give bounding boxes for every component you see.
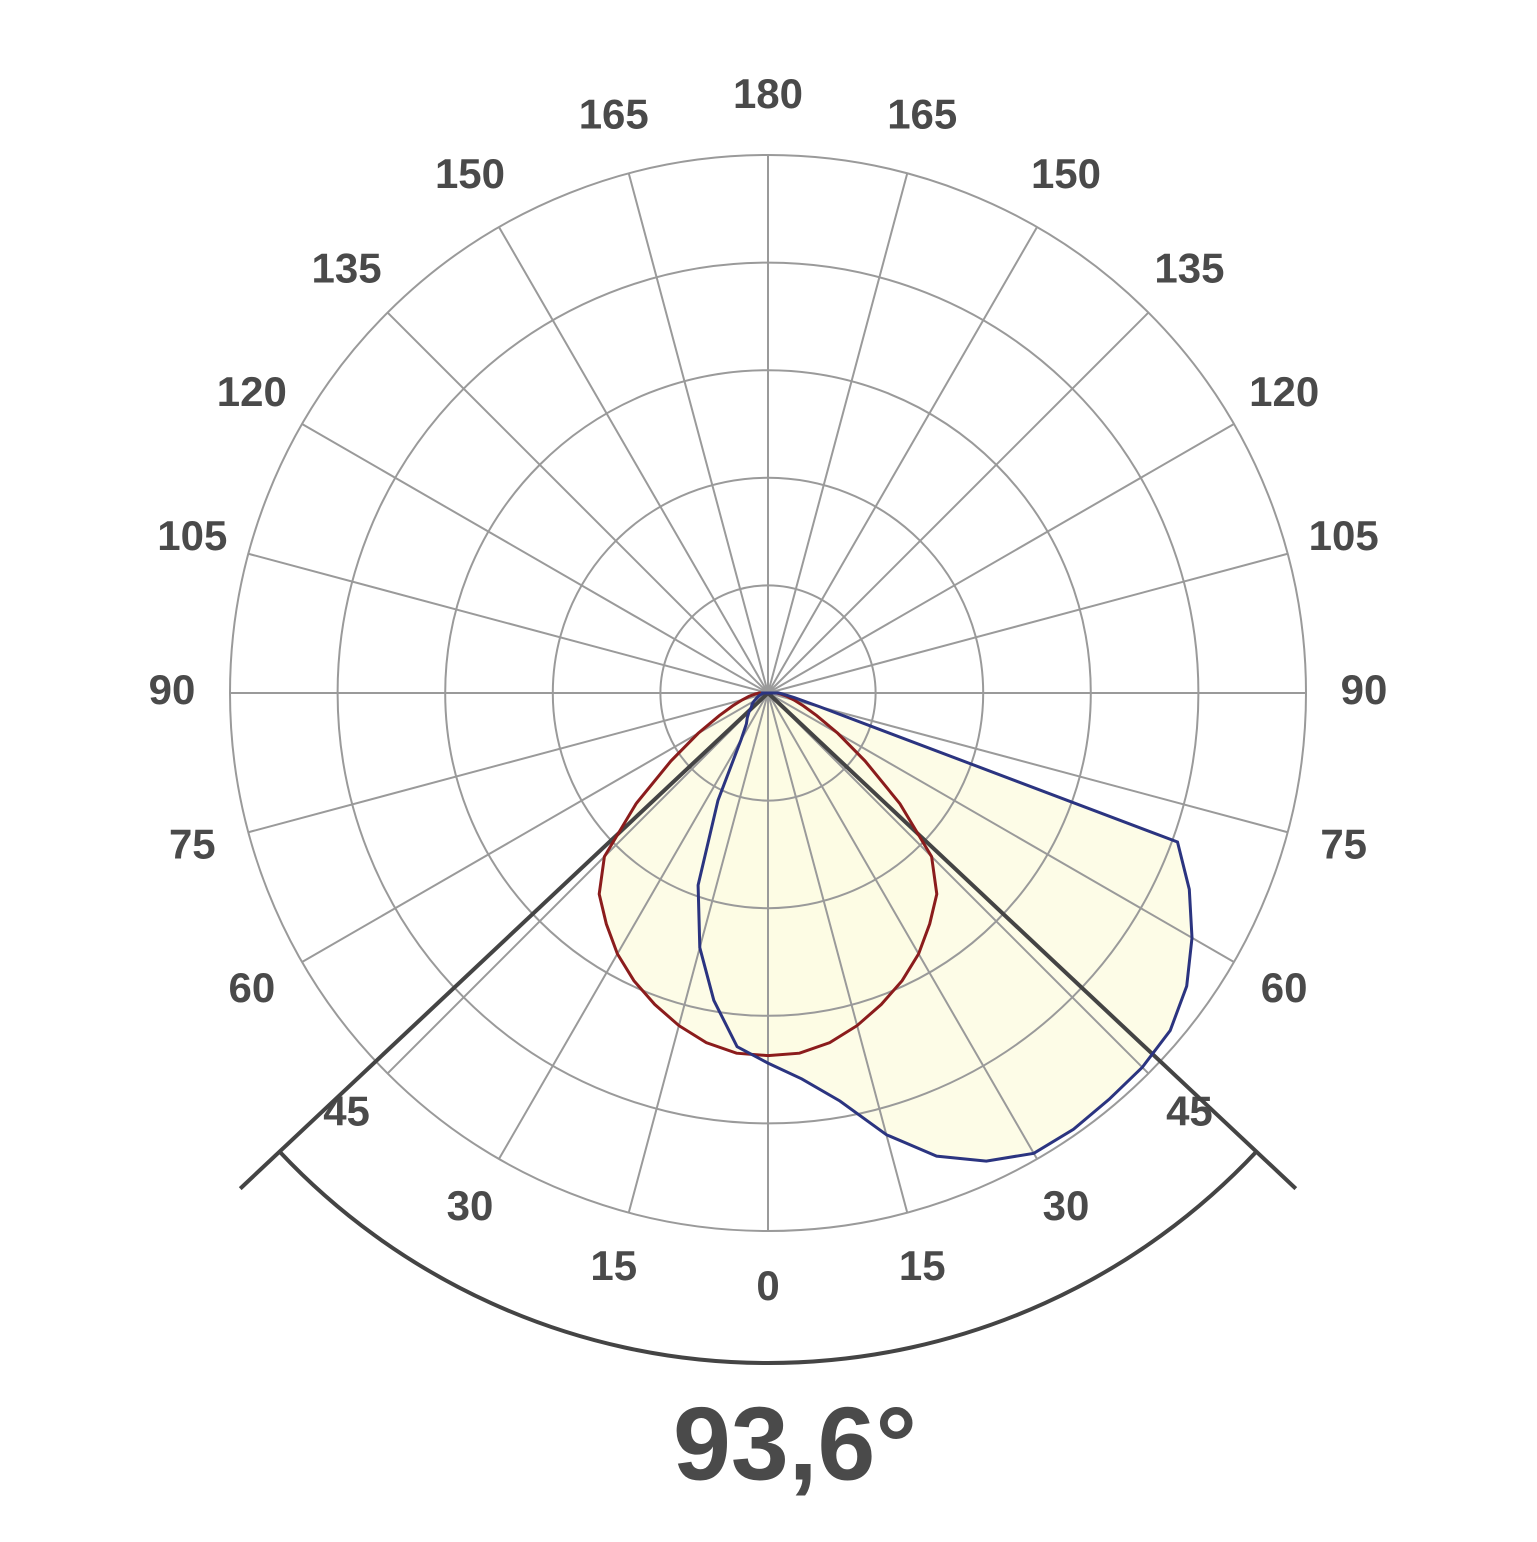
angle-label: 180 (733, 70, 803, 117)
intensity-curve (597, 691, 939, 1058)
grid-spoke (498, 692, 769, 1160)
angle-label: 165 (579, 90, 649, 137)
angle-label: 90 (149, 666, 196, 713)
angle-label: 90 (1341, 666, 1388, 713)
angle-label: 45 (1166, 1088, 1213, 1135)
angle-label: 0 (756, 1262, 779, 1309)
grid-spoke (301, 692, 769, 963)
grid-spoke (767, 552, 1288, 694)
grid-spoke (767, 423, 1235, 694)
angle-label: 120 (217, 368, 287, 415)
beam-line (238, 691, 770, 1191)
grid-spoke (767, 226, 1038, 694)
angle-label: 135 (1154, 245, 1224, 292)
grid-spoke (767, 311, 1150, 694)
grid-spoke (627, 173, 769, 694)
beam-line (766, 691, 1298, 1191)
angle-label: 105 (157, 512, 227, 559)
angle-label: 30 (1043, 1182, 1090, 1229)
angle-label: 165 (887, 90, 957, 137)
grid-spoke (386, 311, 769, 694)
angle-label: 135 (312, 245, 382, 292)
beam-arc (278, 1150, 1258, 1365)
angle-label: 60 (228, 964, 275, 1011)
angle-label: 120 (1249, 368, 1319, 415)
grid-spoke (767, 692, 1235, 963)
angle-label: 15 (899, 1242, 946, 1289)
grid-spoke (767, 692, 1288, 834)
grid-spoke (767, 173, 909, 694)
grid-spoke (301, 423, 769, 694)
plot-layer (229, 154, 1307, 1232)
intensity-curve (696, 691, 1194, 1163)
grid-spoke (767, 692, 909, 1213)
grid-spoke (767, 692, 1038, 1160)
angle-label: 75 (169, 820, 216, 867)
angle-label: 15 (590, 1242, 637, 1289)
angle-label: 105 (1309, 512, 1379, 559)
angle-label: 150 (435, 150, 505, 197)
grid-spoke (248, 552, 769, 694)
grid-spoke (386, 692, 769, 1075)
beam-angle-label: 93,6° (673, 1386, 917, 1502)
grid-spoke (627, 692, 769, 1213)
angle-label: 30 (447, 1182, 494, 1229)
angle-label: 75 (1320, 820, 1367, 867)
grid-spoke (248, 692, 769, 834)
angle-label: 45 (323, 1088, 370, 1135)
angle-label: 150 (1031, 150, 1101, 197)
grid-spoke (498, 226, 769, 694)
grid-spoke (767, 692, 1150, 1075)
angle-label: 60 (1261, 964, 1308, 1011)
